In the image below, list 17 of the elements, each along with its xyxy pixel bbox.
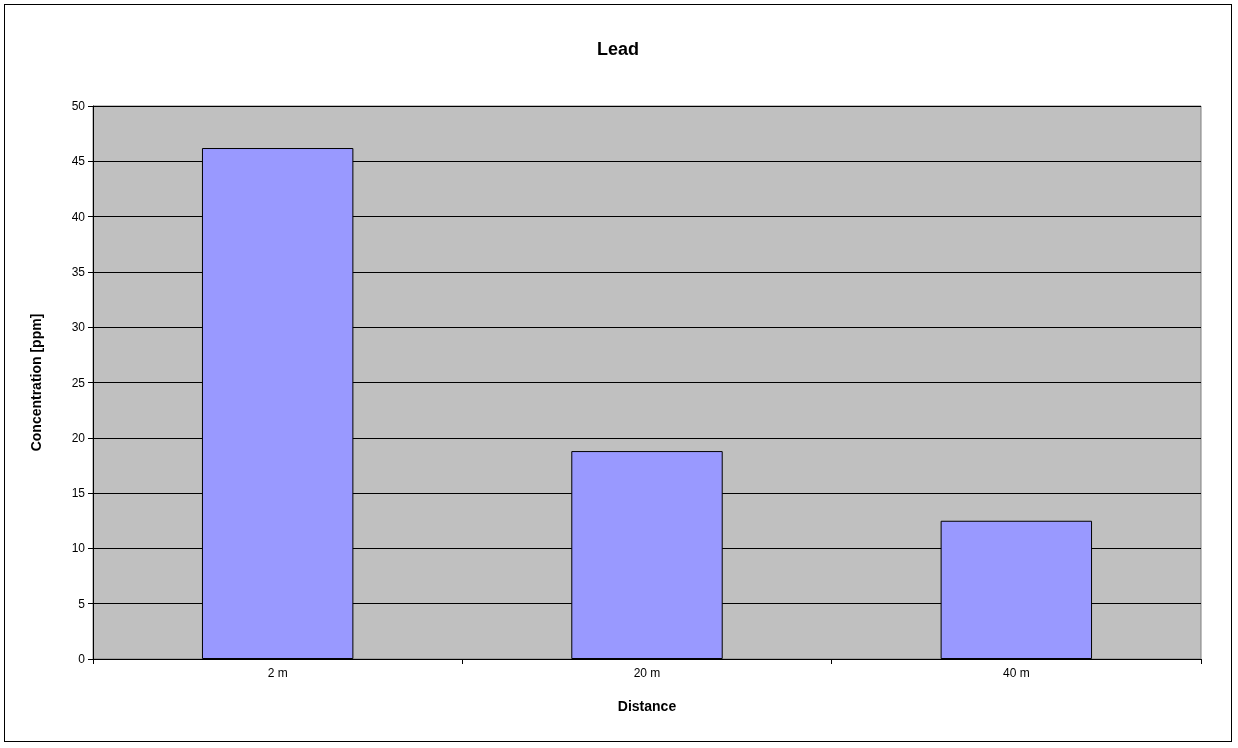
y-tick-label: 25 bbox=[71, 375, 86, 390]
y-tick-label: 5 bbox=[78, 596, 86, 611]
x-tick-label: 20 m bbox=[633, 666, 661, 680]
y-tick-label: 35 bbox=[71, 264, 86, 279]
y-axis-title: Concentration [ppm] bbox=[28, 313, 44, 452]
x-axis-title: Distance bbox=[617, 698, 677, 714]
y-tick-label: 20 bbox=[71, 430, 86, 445]
y-tick-label: 15 bbox=[71, 486, 86, 501]
y-tick-label: 45 bbox=[71, 154, 86, 169]
y-tick-label: 50 bbox=[71, 99, 86, 113]
x-tick-label: 2 m bbox=[267, 666, 288, 680]
y-tick-label: 0 bbox=[78, 652, 86, 666]
x-tick-label: 40 m bbox=[1002, 666, 1030, 680]
y-tick-label: 40 bbox=[71, 209, 86, 224]
y-tick-label: 30 bbox=[71, 320, 86, 335]
chart-title: Lead bbox=[596, 39, 640, 59]
y-tick-label: 10 bbox=[71, 541, 86, 556]
